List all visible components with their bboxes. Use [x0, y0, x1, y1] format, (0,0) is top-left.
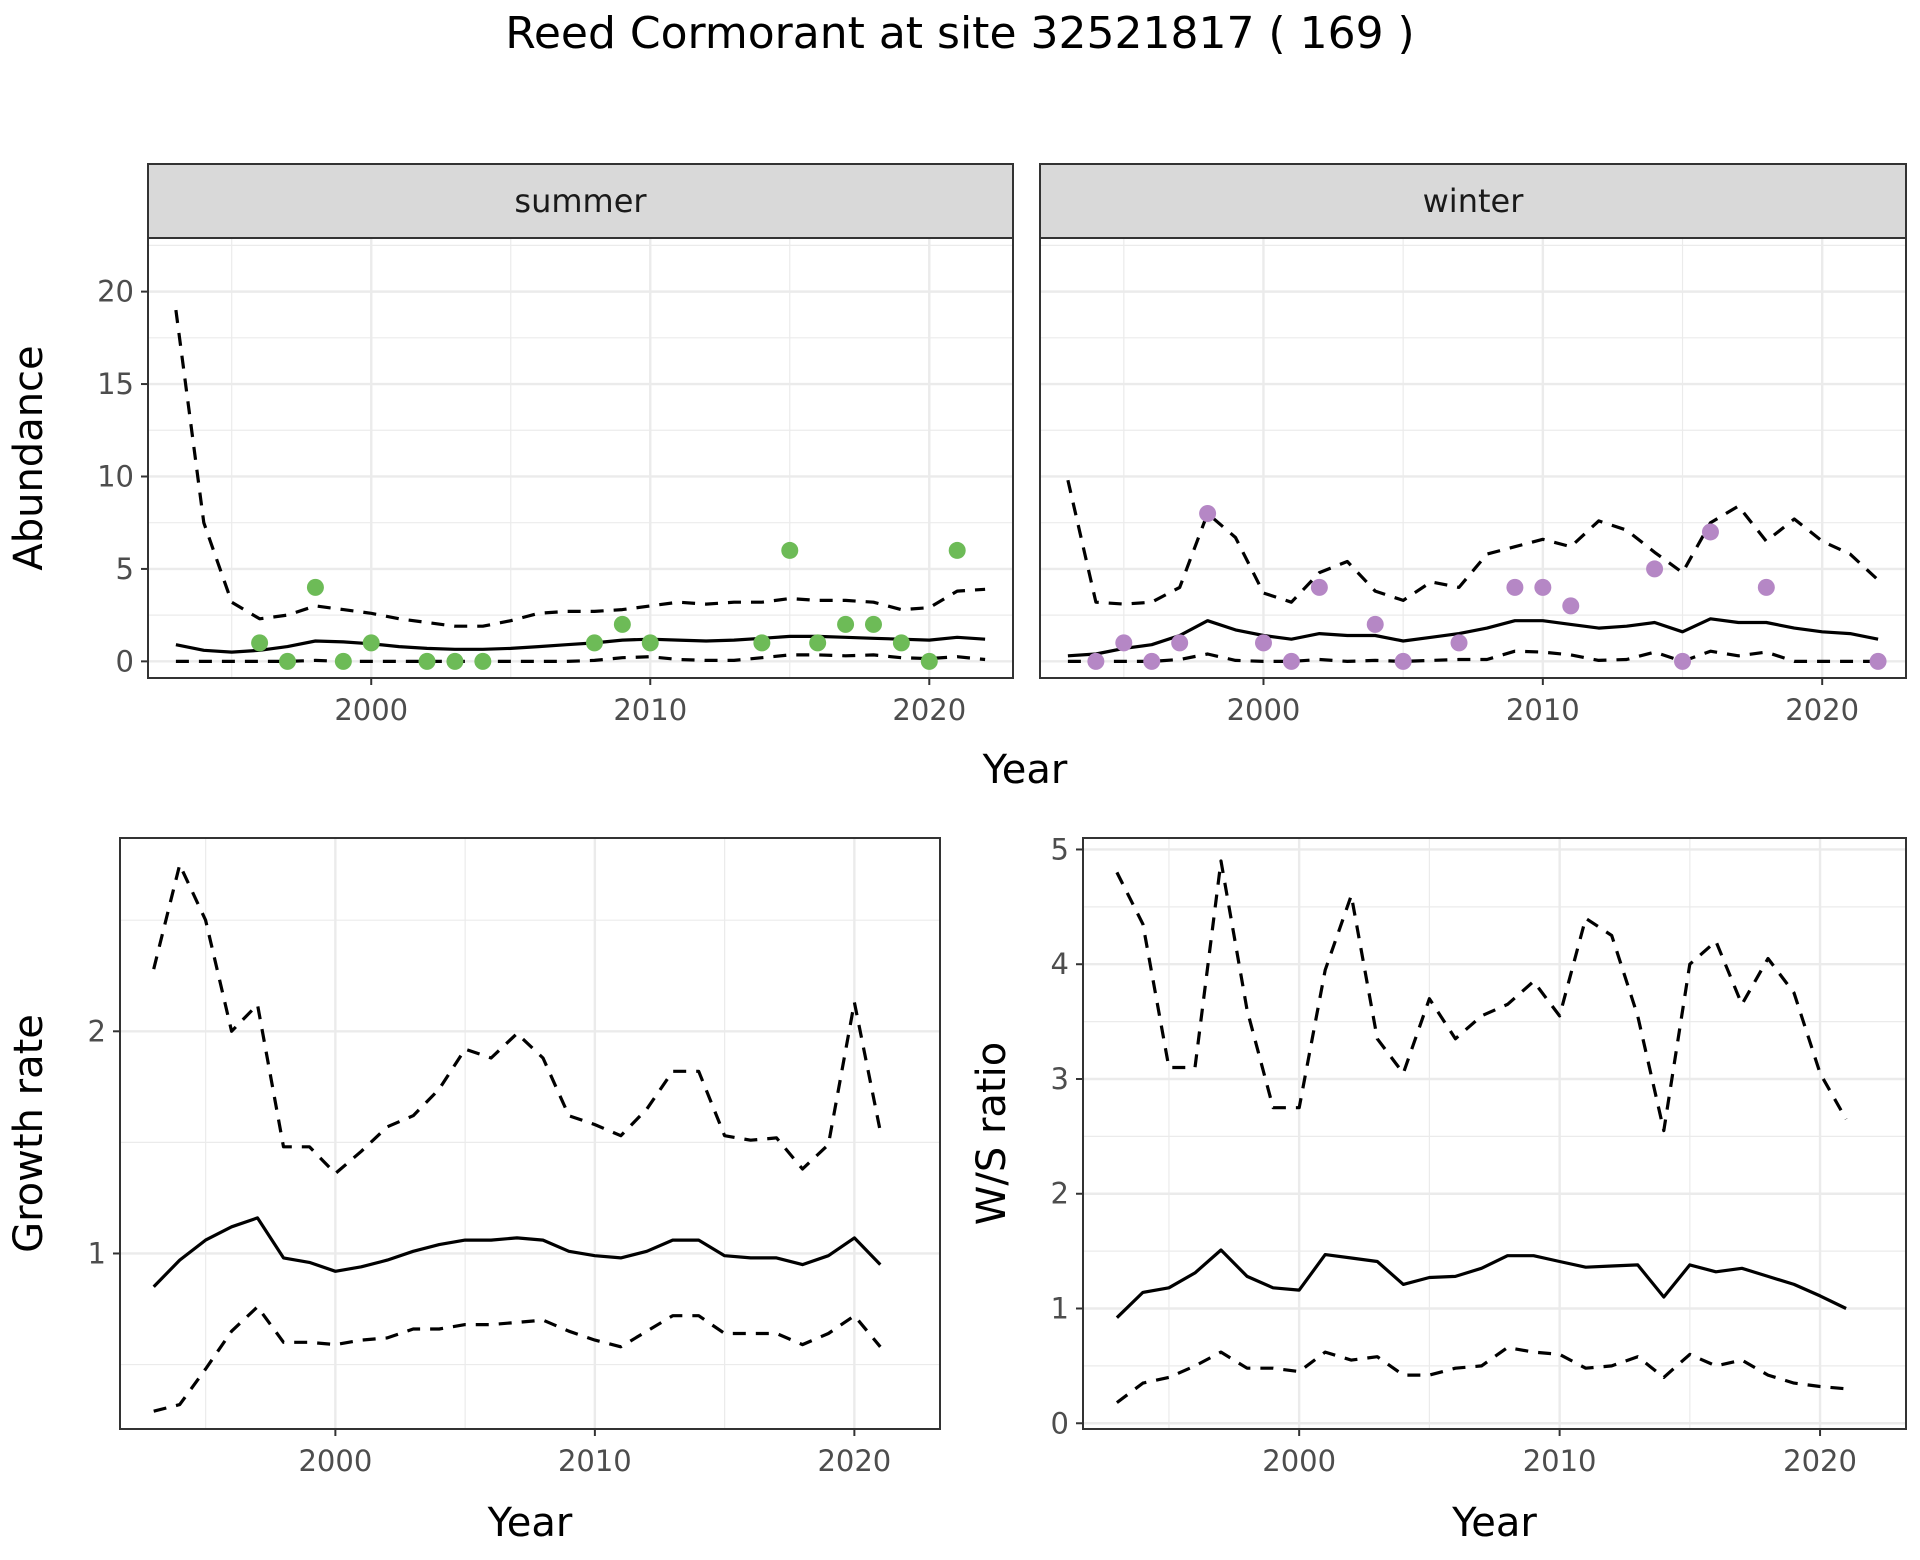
- series-line-estimate: [1115, 1248, 1847, 1319]
- y-tick-label: 1: [88, 1236, 106, 1270]
- data-point: [1310, 578, 1328, 596]
- y-tick-label: 3: [1051, 1062, 1069, 1096]
- data-point: [446, 652, 464, 670]
- data-point: [864, 615, 882, 633]
- data-point: [1674, 652, 1692, 670]
- panel-border: [1039, 237, 1907, 679]
- data-point: [1394, 652, 1412, 670]
- y-tick-label: 2: [88, 1014, 106, 1048]
- data-point: [306, 578, 324, 596]
- data-point: [613, 615, 631, 633]
- data-point: [1254, 634, 1272, 652]
- x-axis-label: Year: [1451, 1500, 1537, 1546]
- top-x-axis-label: Year: [982, 747, 1068, 793]
- chart-title: Reed Cormorant at site 32521817 ( 169 ): [505, 8, 1414, 59]
- x-axis-label: Year: [487, 1500, 573, 1546]
- data-point: [279, 652, 297, 670]
- series-line-upper: [174, 309, 986, 628]
- data-point: [1646, 560, 1664, 578]
- data-point: [1757, 578, 1775, 596]
- series-line-upper: [152, 863, 882, 1176]
- y-tick-label: 1: [1051, 1292, 1069, 1326]
- series-line-lower: [1067, 649, 1879, 663]
- data-point: [837, 615, 855, 633]
- y-tick-label: 4: [1051, 947, 1069, 981]
- panel-border: [119, 837, 941, 1430]
- series-line-upper: [1066, 479, 1880, 606]
- data-point: [892, 634, 910, 652]
- x-tick-label: 2010: [1523, 1444, 1597, 1478]
- data-point: [1171, 634, 1189, 652]
- growth-rate-panel: 2000 2010 2020 1 2 Growth rate Year: [6, 837, 941, 1546]
- summer-panel: summer 2000 2010 2020 0 5 10 15 20 Abundance: [6, 163, 1014, 727]
- data-point: [1869, 652, 1887, 670]
- panel-border: [1082, 837, 1907, 1430]
- y-tick-label: 5: [1051, 832, 1069, 866]
- series-line-estimate: [152, 1216, 882, 1288]
- data-point: [753, 634, 771, 652]
- series-line-lower: [175, 653, 986, 663]
- data-point: [362, 634, 380, 652]
- y-axis-label: W/S ratio: [969, 1042, 1015, 1225]
- series-line-lower: [1115, 1345, 1847, 1404]
- facet-strip-label: summer: [514, 182, 647, 220]
- data-point: [1534, 578, 1552, 596]
- y-tick-label: 10: [97, 459, 134, 493]
- data-point: [1199, 504, 1217, 522]
- y-tick-label: 0: [116, 644, 134, 678]
- data-point: [1115, 634, 1133, 652]
- x-tick-label: 2000: [298, 1444, 372, 1478]
- facet-strip: [1039, 163, 1907, 239]
- y-tick-label: 15: [97, 367, 134, 401]
- winter-panel: winter 2000 2010 2020: [1039, 163, 1907, 727]
- x-tick-label: 2000: [1262, 1444, 1336, 1478]
- y-tick-label: 5: [116, 552, 134, 586]
- x-tick-label: 2020: [892, 693, 966, 727]
- data-point: [334, 652, 352, 670]
- data-point: [809, 634, 827, 652]
- ws-ratio-panel: 2000 2010 2020 0 1 2 3 4 5 W/S ratio Year: [969, 832, 1907, 1546]
- series-line-lower: [153, 1305, 882, 1413]
- data-point: [1143, 652, 1161, 670]
- data-point: [585, 634, 603, 652]
- y-tick-label: 0: [1051, 1406, 1069, 1440]
- x-tick-label: 2010: [558, 1444, 632, 1478]
- data-point: [474, 652, 492, 670]
- x-tick-label: 2020: [1785, 693, 1859, 727]
- y-axis-label: Growth rate: [6, 1014, 52, 1253]
- data-point: [1506, 578, 1524, 596]
- data-point: [1366, 615, 1384, 633]
- data-point: [418, 652, 436, 670]
- data-point: [781, 541, 799, 559]
- x-tick-label: 2020: [1783, 1444, 1857, 1478]
- series-line-estimate: [175, 634, 986, 654]
- facet-strip-label: winter: [1423, 182, 1525, 220]
- x-tick-label: 2010: [1506, 693, 1580, 727]
- series-line-estimate: [1067, 617, 1879, 658]
- x-tick-label: 2000: [334, 693, 408, 727]
- data-point: [251, 634, 269, 652]
- y-tick-label: 20: [97, 275, 134, 309]
- data-point: [1087, 652, 1105, 670]
- y-tick-label: 2: [1051, 1177, 1069, 1211]
- data-point: [1282, 652, 1300, 670]
- facet-strip: [147, 163, 1014, 239]
- x-tick-label: 2010: [613, 693, 687, 727]
- data-point: [1450, 634, 1468, 652]
- data-point: [948, 541, 966, 559]
- data-point: [920, 652, 938, 670]
- data-point: [641, 634, 659, 652]
- x-tick-label: 2020: [817, 1444, 891, 1478]
- y-axis-label: Abundance: [6, 345, 52, 570]
- data-point: [1562, 597, 1580, 615]
- series-line-upper: [1115, 859, 1848, 1133]
- panel-border: [147, 237, 1014, 679]
- x-tick-label: 2000: [1227, 693, 1301, 727]
- data-point: [1701, 523, 1719, 541]
